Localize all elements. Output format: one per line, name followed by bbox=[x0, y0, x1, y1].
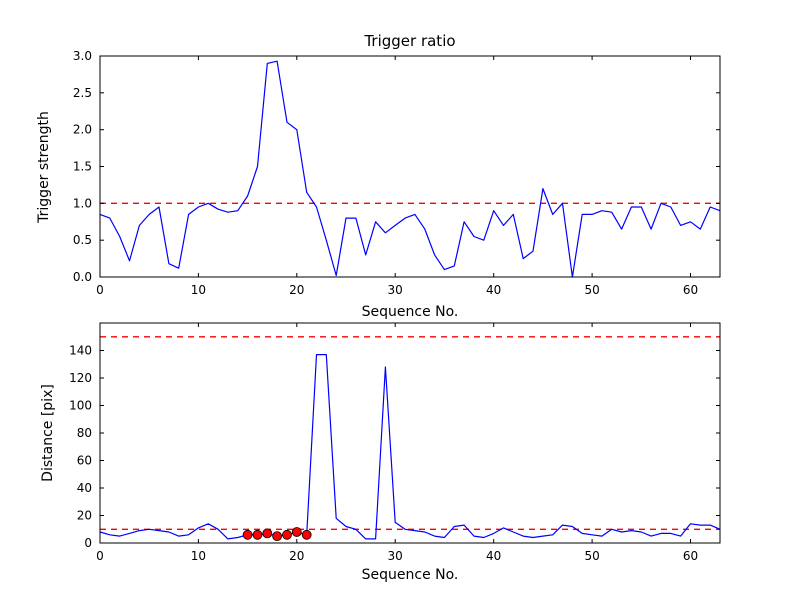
y-tick-label: 100 bbox=[69, 399, 92, 413]
data-line bbox=[99, 60, 721, 278]
y-tick-label: 0.5 bbox=[73, 233, 92, 247]
top-y-axis-label: Trigger strength bbox=[36, 111, 52, 224]
x-tick-label: 20 bbox=[289, 549, 304, 563]
trigger-marker bbox=[282, 529, 292, 540]
y-tick-label: 0.0 bbox=[73, 270, 92, 284]
top-x-axis-label: Sequence No. bbox=[362, 304, 459, 320]
y-tick-label: 80 bbox=[77, 426, 92, 440]
trigger-marker bbox=[242, 529, 253, 540]
trigger-marker bbox=[262, 528, 273, 539]
trigger-marker bbox=[252, 529, 263, 540]
bottom-plot-area: 0 10 20 30 40 50 60 0 20 40 60 80 100 120 140 bbox=[69, 322, 721, 563]
x-tick-label: 10 bbox=[191, 549, 206, 563]
y-tick-label: 140 bbox=[69, 344, 92, 358]
y-tick-label: 20 bbox=[77, 509, 92, 523]
y-tick-label: 2.0 bbox=[73, 123, 92, 137]
top-plot-area: 0 10 20 30 40 50 60 0.0 0.5 1.0 1.5 2.0 2.5 3.0 bbox=[73, 49, 721, 297]
y-tick-label: 0 bbox=[84, 536, 92, 550]
y-tick-label: 40 bbox=[77, 481, 92, 495]
y-tick-label: 60 bbox=[77, 454, 92, 468]
x-tick-label: 20 bbox=[289, 283, 304, 297]
trigger-marker bbox=[272, 531, 283, 541]
x-tick-label: 60 bbox=[683, 283, 698, 297]
y-tick-label: 120 bbox=[69, 371, 92, 385]
y-tick-label: 3.0 bbox=[73, 49, 92, 63]
x-tick-label: 50 bbox=[584, 549, 599, 563]
x-tick-label: 40 bbox=[486, 283, 501, 297]
x-tick-label: 0 bbox=[96, 283, 104, 297]
trigger-marker bbox=[291, 527, 302, 537]
x-tick-label: 30 bbox=[388, 283, 403, 297]
y-tick-label: 1.0 bbox=[73, 196, 92, 210]
x-tick-label: 10 bbox=[191, 283, 206, 297]
y-tick-label: 2.5 bbox=[73, 86, 92, 100]
trigger-marker bbox=[301, 529, 312, 540]
x-tick-label: 0 bbox=[96, 549, 104, 563]
top-chart-title: Trigger ratio bbox=[363, 32, 455, 50]
bottom-x-axis-label: Sequence No. bbox=[362, 567, 459, 583]
y-tick-label: 1.5 bbox=[73, 160, 92, 174]
data-line bbox=[99, 354, 721, 540]
x-tick-label: 60 bbox=[683, 549, 698, 563]
x-tick-label: 50 bbox=[584, 283, 599, 297]
axes-frame bbox=[99, 322, 721, 544]
axes-frame bbox=[99, 55, 721, 278]
bottom-y-axis-label: Distance [pix] bbox=[40, 384, 56, 482]
x-tick-label: 30 bbox=[388, 549, 403, 563]
x-tick-label: 40 bbox=[486, 549, 501, 563]
